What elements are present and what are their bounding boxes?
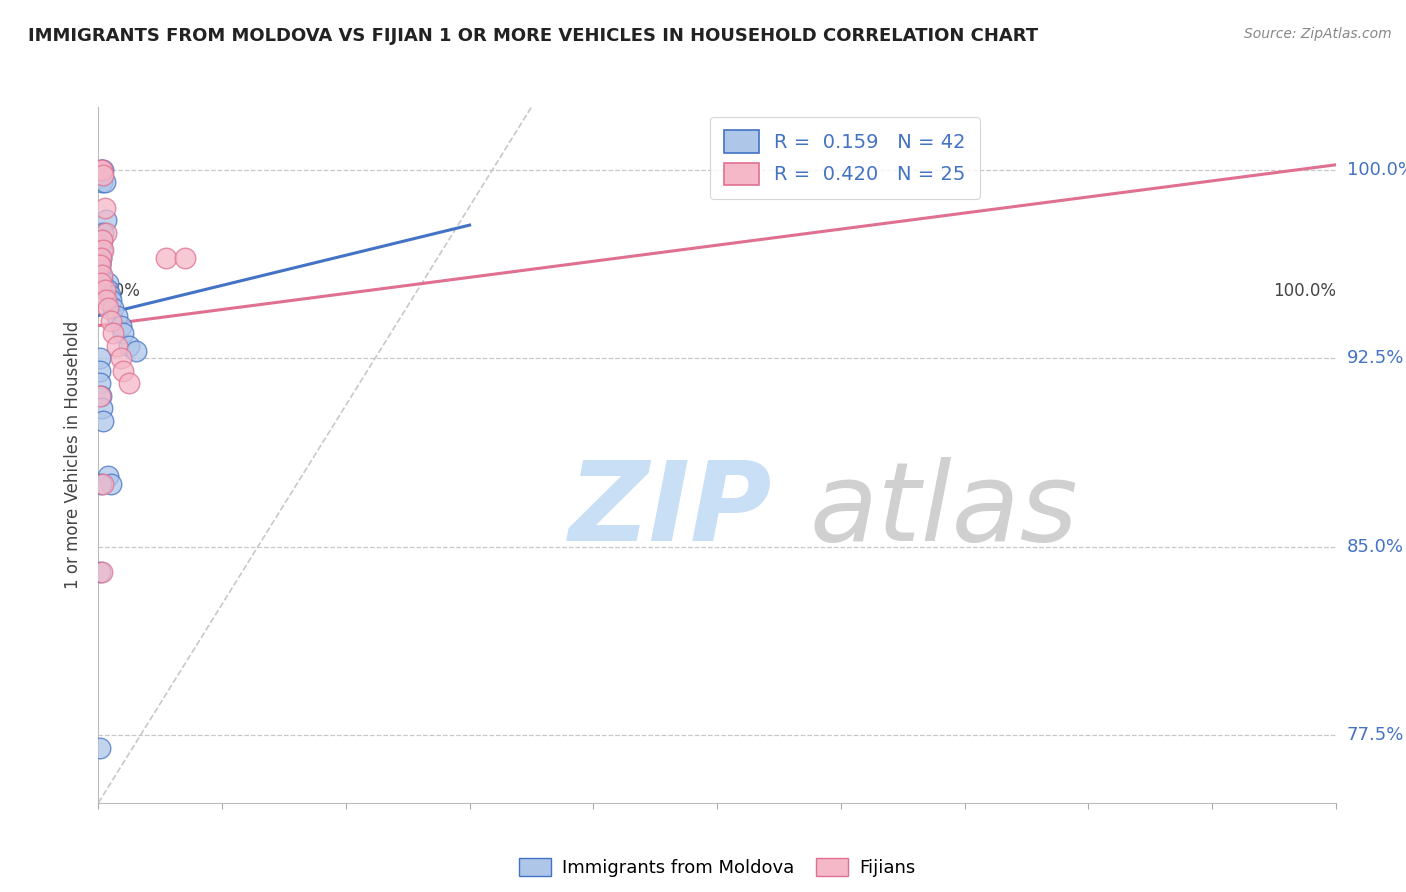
Point xyxy=(97,276,120,290)
Point xyxy=(94,226,117,240)
Point xyxy=(93,276,115,290)
Point xyxy=(90,162,112,177)
Point xyxy=(89,351,111,366)
Point xyxy=(110,318,132,333)
Point xyxy=(91,233,114,247)
Point xyxy=(89,389,111,403)
Y-axis label: 1 or more Vehicles in Household: 1 or more Vehicles in Household xyxy=(65,321,83,589)
Text: 100.0%: 100.0% xyxy=(1347,161,1406,178)
Point xyxy=(89,258,111,272)
Point xyxy=(93,162,115,177)
Point xyxy=(174,251,197,265)
Point xyxy=(89,565,111,579)
Point xyxy=(90,476,112,491)
Point xyxy=(89,740,111,755)
Point xyxy=(91,565,114,579)
Point xyxy=(89,364,111,378)
Text: atlas: atlas xyxy=(810,457,1078,564)
Point xyxy=(110,351,132,366)
Point xyxy=(94,213,117,227)
Point xyxy=(91,162,114,177)
Text: IMMIGRANTS FROM MOLDOVA VS FIJIAN 1 OR MORE VEHICLES IN HOUSEHOLD CORRELATION CH: IMMIGRANTS FROM MOLDOVA VS FIJIAN 1 OR M… xyxy=(28,27,1038,45)
Point xyxy=(89,270,111,285)
Point xyxy=(89,263,111,277)
Point xyxy=(112,364,135,378)
Point xyxy=(90,389,112,403)
Point xyxy=(91,268,114,283)
Point xyxy=(90,251,112,265)
Point xyxy=(97,284,120,298)
Point xyxy=(97,301,120,315)
Point xyxy=(90,276,112,290)
Point xyxy=(90,162,112,177)
Point xyxy=(89,251,111,265)
Point xyxy=(93,201,115,215)
Point xyxy=(100,313,122,327)
Point xyxy=(93,168,115,182)
Point xyxy=(97,469,120,483)
Point xyxy=(90,276,112,290)
Point xyxy=(93,244,115,258)
Point xyxy=(112,326,135,340)
Point xyxy=(89,258,111,272)
Point xyxy=(103,326,125,340)
Point xyxy=(118,376,141,391)
Text: 85.0%: 85.0% xyxy=(1347,538,1403,556)
Point xyxy=(90,238,112,252)
Point xyxy=(105,339,128,353)
Text: Source: ZipAtlas.com: Source: ZipAtlas.com xyxy=(1244,27,1392,41)
Point xyxy=(91,233,114,247)
Point xyxy=(89,376,111,391)
Text: 92.5%: 92.5% xyxy=(1347,349,1405,368)
Point xyxy=(90,170,112,185)
Point xyxy=(90,251,112,265)
Text: ZIP: ZIP xyxy=(568,457,772,564)
Legend: Immigrants from Moldova, Fijians: Immigrants from Moldova, Fijians xyxy=(512,850,922,884)
Point xyxy=(91,401,114,416)
Point xyxy=(105,309,128,323)
Point xyxy=(98,288,121,302)
Point xyxy=(91,175,114,189)
Point xyxy=(118,339,141,353)
Point xyxy=(91,162,114,177)
Point xyxy=(89,256,111,270)
Point xyxy=(100,476,122,491)
Text: 0.0%: 0.0% xyxy=(98,283,141,301)
Point xyxy=(124,343,146,358)
Point xyxy=(91,244,114,258)
Point xyxy=(94,293,117,308)
Point xyxy=(93,476,115,491)
Point xyxy=(93,226,115,240)
Point xyxy=(103,301,125,315)
Point xyxy=(90,268,112,283)
Point xyxy=(91,273,114,287)
Point xyxy=(93,175,115,189)
Text: 100.0%: 100.0% xyxy=(1272,283,1336,301)
Text: 77.5%: 77.5% xyxy=(1347,726,1405,744)
Point xyxy=(93,284,115,298)
Point xyxy=(155,251,177,265)
Point xyxy=(93,414,115,428)
Point xyxy=(100,293,122,308)
